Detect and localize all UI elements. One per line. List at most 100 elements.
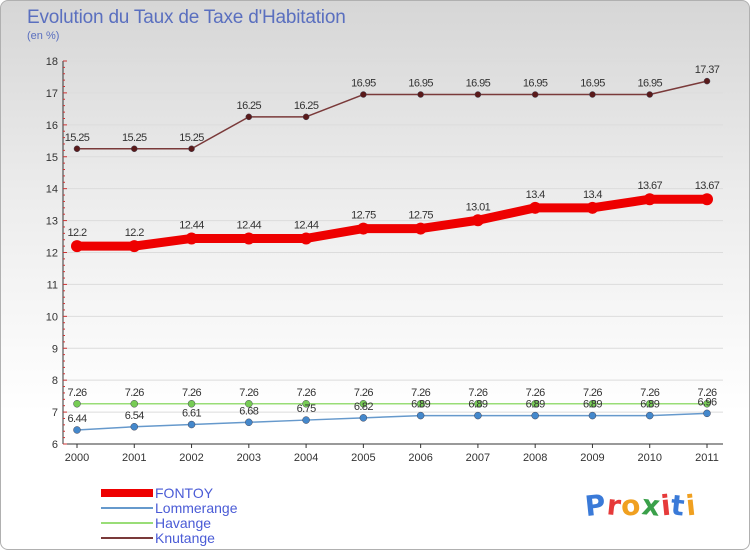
data-point-fontoy xyxy=(242,232,255,245)
legend-swatch xyxy=(101,536,153,539)
data-label-havange: 7.26 xyxy=(468,387,487,399)
data-label-knutange: 16.95 xyxy=(637,78,662,90)
x-tick-label: 2003 xyxy=(237,452,261,464)
data-point-fontoy xyxy=(128,240,141,253)
data-point-knutange xyxy=(417,91,424,98)
series-line-fontoy xyxy=(72,194,712,251)
x-tick-label: 2004 xyxy=(294,452,318,464)
data-point-fontoy xyxy=(529,201,542,214)
data-point-lommerange xyxy=(302,416,310,424)
chart-title: Evolution du Taux de Taxe d'Habitation xyxy=(27,7,346,28)
legend-item-lommerange: Lommerange xyxy=(101,500,238,516)
data-label-fontoy: 12.75 xyxy=(408,210,433,222)
x-tick-label: 2005 xyxy=(351,452,375,464)
data-point-knutange xyxy=(245,113,253,121)
x-tick-label: 2006 xyxy=(408,452,432,464)
data-label-lommerange: 6.61 xyxy=(182,408,201,420)
data-label-knutange: 16.95 xyxy=(466,78,491,90)
data-point-lommerange xyxy=(588,411,597,420)
data-label-fontoy: 13.67 xyxy=(695,180,720,192)
data-label-knutange: 15.25 xyxy=(65,132,90,144)
data-label-knutange: 16.95 xyxy=(523,78,548,90)
y-tick-label: 9 xyxy=(52,343,58,355)
legend-item-fontoy: FONTOY xyxy=(101,484,238,501)
data-label-knutange: 17.37 xyxy=(695,64,720,76)
data-point-havange xyxy=(73,400,81,408)
data-label-havange: 7.26 xyxy=(182,387,201,399)
x-tick-label: 2010 xyxy=(637,452,661,464)
data-label-fontoy: 13.4 xyxy=(583,189,602,201)
data-label-havange: 7.26 xyxy=(697,387,716,399)
data-point-lommerange xyxy=(245,418,253,427)
data-point-knutange xyxy=(474,91,482,98)
data-label-havange: 7.26 xyxy=(583,387,602,399)
y-tick-label: 15 xyxy=(46,152,58,164)
x-tick-label: 2007 xyxy=(466,452,490,464)
data-label-knutange: 15.25 xyxy=(122,132,147,144)
data-label-lommerange: 6.44 xyxy=(67,413,86,425)
data-point-fontoy xyxy=(185,232,198,245)
data-point-fontoy xyxy=(71,240,83,253)
data-label-havange: 7.26 xyxy=(411,387,430,399)
y-tick-label: 7 xyxy=(52,407,58,419)
y-tick-label: 16 xyxy=(46,120,58,132)
data-point-lommerange xyxy=(130,423,139,431)
x-tick-label: 2008 xyxy=(523,452,547,464)
data-point-havange xyxy=(359,400,368,408)
data-point-lommerange xyxy=(531,411,539,420)
data-point-havange xyxy=(703,400,711,408)
series-line-lommerange xyxy=(76,412,708,431)
data-point-knutange xyxy=(531,91,539,98)
data-point-fontoy xyxy=(701,193,713,206)
data-point-fontoy xyxy=(414,222,427,235)
y-tick-label: 10 xyxy=(46,311,58,323)
data-label-lommerange: 6.89 xyxy=(640,399,659,411)
y-tick-label: 12 xyxy=(46,248,58,260)
data-point-havange xyxy=(645,400,654,408)
data-label-fontoy: 13.01 xyxy=(466,201,491,213)
data-label-havange: 7.26 xyxy=(640,387,659,399)
line-chart: 6 7 8 9 10 11 12 13 14 15 16 17 18 2000 2001 2002 2003 20… xyxy=(46,56,723,464)
chart-legend: FONTOY Lommerange Havange Knutange xyxy=(101,484,238,546)
data-label-knutange: 16.95 xyxy=(351,78,376,90)
data-label-havange: 7.26 xyxy=(239,387,258,399)
y-tick-label: 14 xyxy=(46,184,58,196)
data-label-lommerange: 6.54 xyxy=(125,410,144,422)
legend-label: Havange xyxy=(155,514,212,531)
y-tick-label: 6 xyxy=(52,439,58,451)
y-tick-label: 11 xyxy=(47,279,58,291)
data-label-lommerange: 6.75 xyxy=(297,403,316,415)
data-point-knutange xyxy=(360,91,367,98)
data-label-knutange: 15.25 xyxy=(179,132,204,144)
data-label-fontoy: 12.44 xyxy=(294,219,319,231)
x-tick-label: 2001 xyxy=(122,452,146,464)
data-label-fontoy: 12.44 xyxy=(237,219,262,231)
data-point-havange xyxy=(187,400,196,408)
data-point-lommerange xyxy=(359,414,368,422)
data-label-fontoy: 13.4 xyxy=(526,189,545,201)
x-tick-label: 2011 xyxy=(695,452,719,464)
data-label-fontoy: 12.2 xyxy=(125,227,144,239)
logo-letter: P xyxy=(583,487,609,524)
legend-label: FONTOY xyxy=(155,484,214,501)
y-tick-label: 17 xyxy=(46,88,58,100)
legend-swatch xyxy=(101,521,153,524)
data-point-knutange xyxy=(589,91,596,98)
series-line-knutange xyxy=(76,80,708,150)
data-point-knutange xyxy=(73,145,81,153)
data-point-havange xyxy=(416,400,425,408)
data-point-lommerange xyxy=(416,411,425,420)
data-point-lommerange xyxy=(73,426,81,434)
data-label-fontoy: 13.67 xyxy=(637,180,662,192)
data-point-havange xyxy=(531,400,539,408)
data-label-fontoy: 12.2 xyxy=(67,227,86,239)
unit-label: (en %) xyxy=(27,30,60,42)
data-label-fontoy: 12.44 xyxy=(179,219,204,231)
legend-label: Knutange xyxy=(155,529,215,546)
data-label-knutange: 16.25 xyxy=(237,100,262,112)
data-point-fontoy xyxy=(586,201,599,214)
data-point-fontoy xyxy=(471,214,484,227)
x-tick-label: 2000 xyxy=(65,452,89,464)
y-tick-label: 13 xyxy=(46,216,58,228)
